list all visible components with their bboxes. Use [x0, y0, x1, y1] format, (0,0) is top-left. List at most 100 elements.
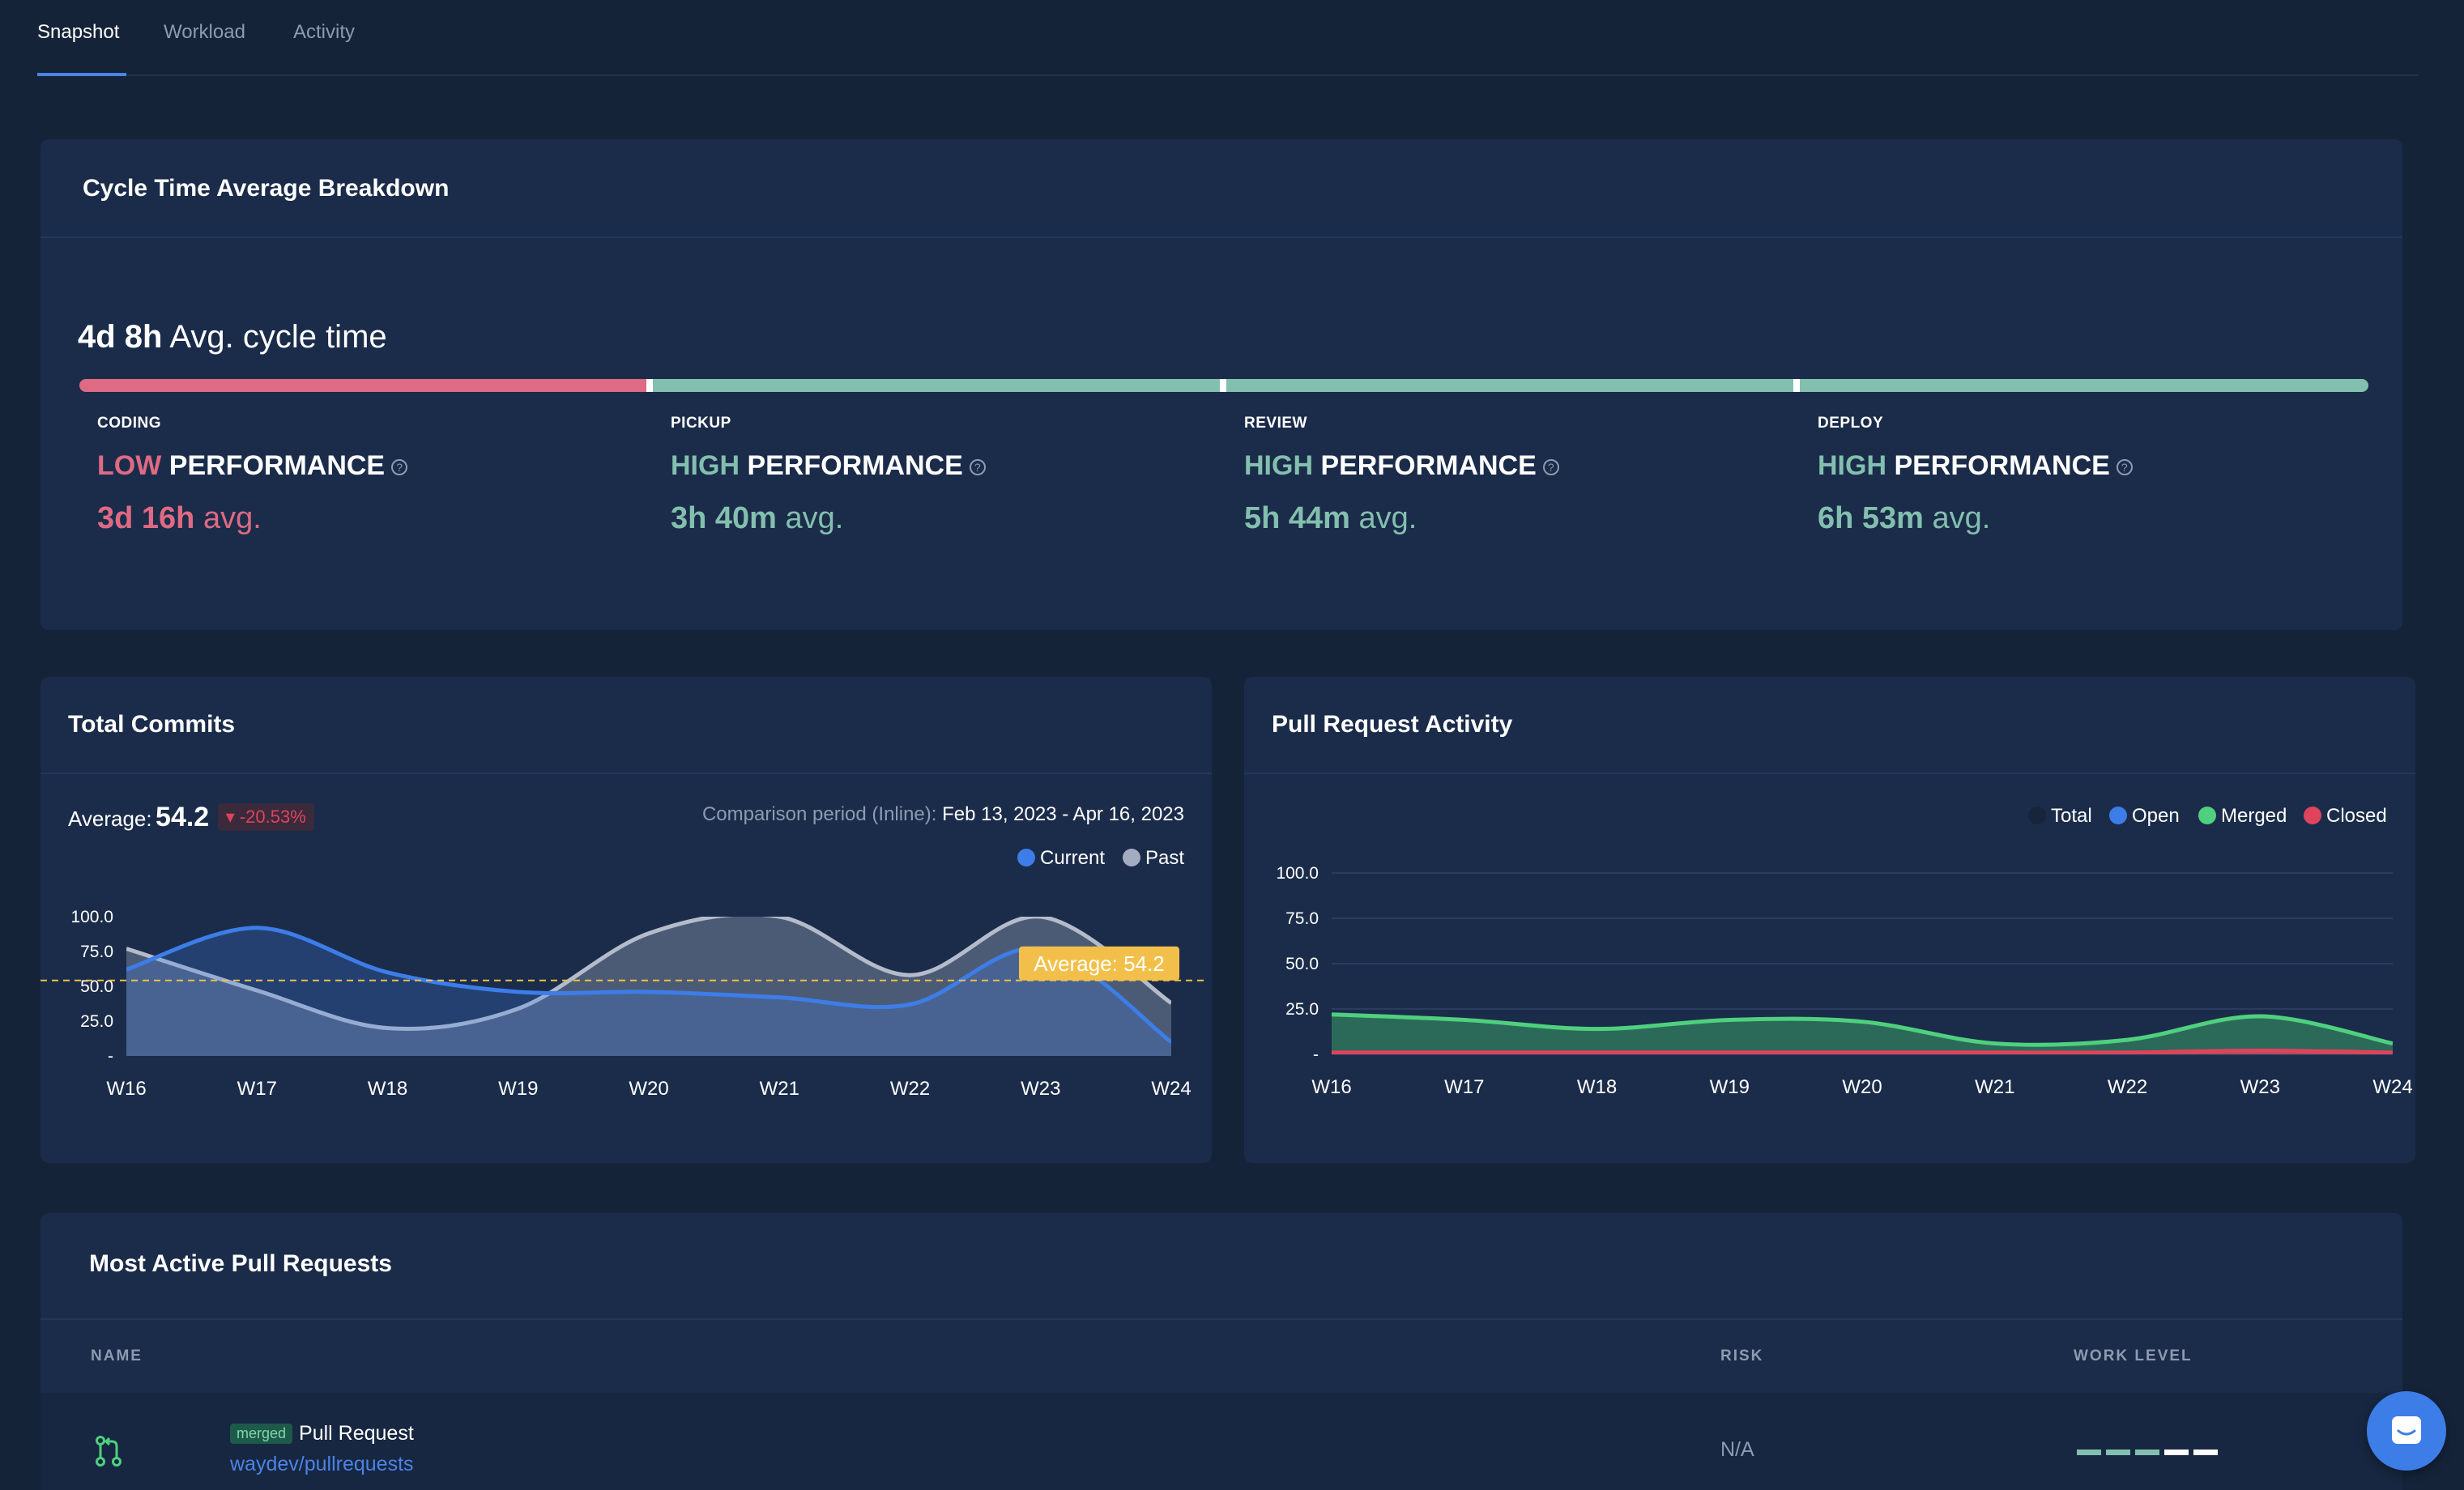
legend-label: Total	[2051, 805, 2092, 827]
work-level-segment	[2077, 1450, 2101, 1455]
total-commits-title: Total Commits	[68, 711, 236, 738]
legend-open[interactable]: Open	[2109, 805, 2180, 828]
legend-label: Merged	[2221, 805, 2287, 827]
stage-performance: HIGH PERFORMANCE?	[671, 450, 986, 482]
active-prs-title: Most Active Pull Requests	[89, 1250, 392, 1277]
help-icon[interactable]: ?	[969, 459, 986, 476]
commits-average-label: Average:	[68, 807, 152, 831]
legend-label: Closed	[2326, 805, 2387, 827]
comparison-value: Feb 13, 2023 - Apr 16, 2023	[942, 803, 1184, 825]
help-icon[interactable]: ?	[2116, 459, 2133, 476]
column-header-name[interactable]: NAME	[91, 1347, 143, 1364]
series-line-closed	[1332, 1049, 2393, 1054]
performance-word: PERFORMANCE	[168, 450, 386, 481]
avg-cycle-time-label: Avg. cycle time	[169, 319, 387, 355]
x-tick-label: W17	[237, 1078, 277, 1100]
legend-merged[interactable]: Merged	[2198, 805, 2287, 828]
commits-average-value: 54.2	[156, 802, 210, 832]
stage-average: 5h 44m avg.	[1244, 501, 1559, 536]
stage-average-unit: avg.	[785, 501, 844, 535]
x-tick-label: W18	[1577, 1076, 1617, 1098]
column-header-risk[interactable]: RISK	[1720, 1347, 1764, 1364]
stage-coding: CODING LOW PERFORMANCE? 3d 16h avg.	[97, 415, 408, 536]
avg-cycle-time-value: 4d 8h	[78, 319, 163, 355]
commits-average: Average: 54.2 ▾ -20.53%	[68, 802, 314, 833]
legend-current[interactable]: Current	[1017, 847, 1105, 870]
legend-dot	[2028, 807, 2046, 824]
pr-activity-title: Pull Request Activity	[1272, 711, 1513, 738]
stage-average: 3h 40m avg.	[671, 501, 986, 536]
legend-total[interactable]: Total	[2028, 805, 2092, 828]
legend-label: Open	[2132, 805, 2180, 827]
table-row[interactable]: merged Pull Request waydev/pullrequests N…	[40, 1393, 2402, 1490]
x-tick-label: W22	[2108, 1076, 2147, 1098]
stage-label: DEPLOY	[1818, 415, 1884, 432]
help-icon[interactable]: ?	[1542, 459, 1559, 476]
legend-past[interactable]: Past	[1123, 847, 1184, 870]
stage-label: CODING	[97, 415, 161, 432]
y-tick-label: 75.0	[1285, 909, 1319, 928]
cycle-time-card: Cycle Time Average Breakdown 4d 8h Avg. …	[40, 139, 2402, 630]
tab-activity[interactable]: Activity	[293, 21, 356, 43]
performance-level: HIGH	[1244, 450, 1313, 481]
legend-dot	[2109, 807, 2127, 824]
series-area-past	[126, 917, 1171, 1056]
performance-level: LOW	[97, 450, 162, 481]
y-tick-label: 100.0	[1276, 864, 1319, 883]
tab-bar: Snapshot Workload Activity	[37, 0, 2419, 76]
bar-separator	[1793, 379, 1800, 392]
x-tick-label: W18	[368, 1078, 407, 1100]
stage-average: 6h 53m avg.	[1818, 501, 2133, 536]
stage-pickup: PICKUP HIGH PERFORMANCE? 3h 40m avg.	[671, 415, 986, 536]
y-tick-label: 100.0	[70, 908, 113, 926]
repo-link[interactable]: waydev/pullrequests	[230, 1453, 414, 1475]
risk-value: N/A	[1720, 1438, 1754, 1461]
column-header-work-level[interactable]: WORK LEVEL	[2074, 1347, 2193, 1364]
average-annotation-label: Average: 54.2	[1034, 951, 1164, 976]
legend-label: Past	[1145, 847, 1185, 869]
stage-performance: LOW PERFORMANCE?	[97, 450, 408, 482]
status-badge: merged	[230, 1424, 293, 1444]
active-tab-indicator	[37, 73, 126, 76]
help-icon[interactable]: ?	[391, 459, 408, 476]
legend-dot	[2198, 807, 2216, 824]
series-area-merged	[1332, 1014, 2393, 1054]
x-tick-label: W24	[1151, 1078, 1191, 1100]
card-divider	[40, 1318, 2402, 1320]
bar-separator	[1220, 379, 1226, 392]
card-divider	[1244, 773, 2415, 774]
y-tick-label: 50.0	[1285, 955, 1319, 973]
x-tick-label: W16	[1311, 1076, 1351, 1098]
stage-average-unit: avg.	[1358, 501, 1417, 535]
legend-closed[interactable]: Closed	[2304, 805, 2387, 828]
legend-label: Current	[1040, 847, 1106, 869]
chat-button[interactable]	[2367, 1391, 2446, 1471]
cycle-time-bar	[79, 379, 2368, 392]
y-tick-label: 50.0	[80, 977, 113, 996]
series-group	[1332, 1012, 2393, 1054]
stage-average-unit: avg.	[1932, 501, 1991, 535]
stage-performance: HIGH PERFORMANCE?	[1818, 450, 2133, 482]
series-group	[126, 917, 1171, 1056]
series-line-past	[126, 917, 1171, 1031]
average-annotation-box	[1019, 946, 1179, 981]
stage-average-unit: avg.	[202, 501, 262, 535]
card-divider	[40, 236, 2402, 238]
legend-dot	[1123, 849, 1140, 866]
x-tick-label: W23	[1021, 1078, 1060, 1100]
x-tick-label: W20	[1842, 1076, 1882, 1098]
tab-workload[interactable]: Workload	[164, 21, 245, 43]
series-line-current	[126, 926, 1171, 1044]
x-tick-label: W22	[890, 1078, 930, 1100]
y-tick-label: 25.0	[80, 1012, 113, 1031]
series-area-current	[126, 927, 1171, 1056]
x-tick-label: W19	[1710, 1076, 1750, 1098]
work-level-segment	[2106, 1450, 2130, 1455]
performance-word: PERFORMANCE	[747, 450, 963, 481]
work-level-segment	[2164, 1450, 2189, 1455]
tab-snapshot[interactable]: Snapshot	[37, 21, 120, 43]
stage-performance: HIGH PERFORMANCE?	[1244, 450, 1559, 482]
comparison-period: Comparison period (Inline): Feb 13, 2023…	[702, 803, 1184, 826]
work-level-indicator	[2077, 1450, 2218, 1455]
commits-chart: 100.0 75.0 50.0 25.0 - W16 W17 W18 W19 W20 W21 W22 W…	[40, 908, 1204, 1100]
